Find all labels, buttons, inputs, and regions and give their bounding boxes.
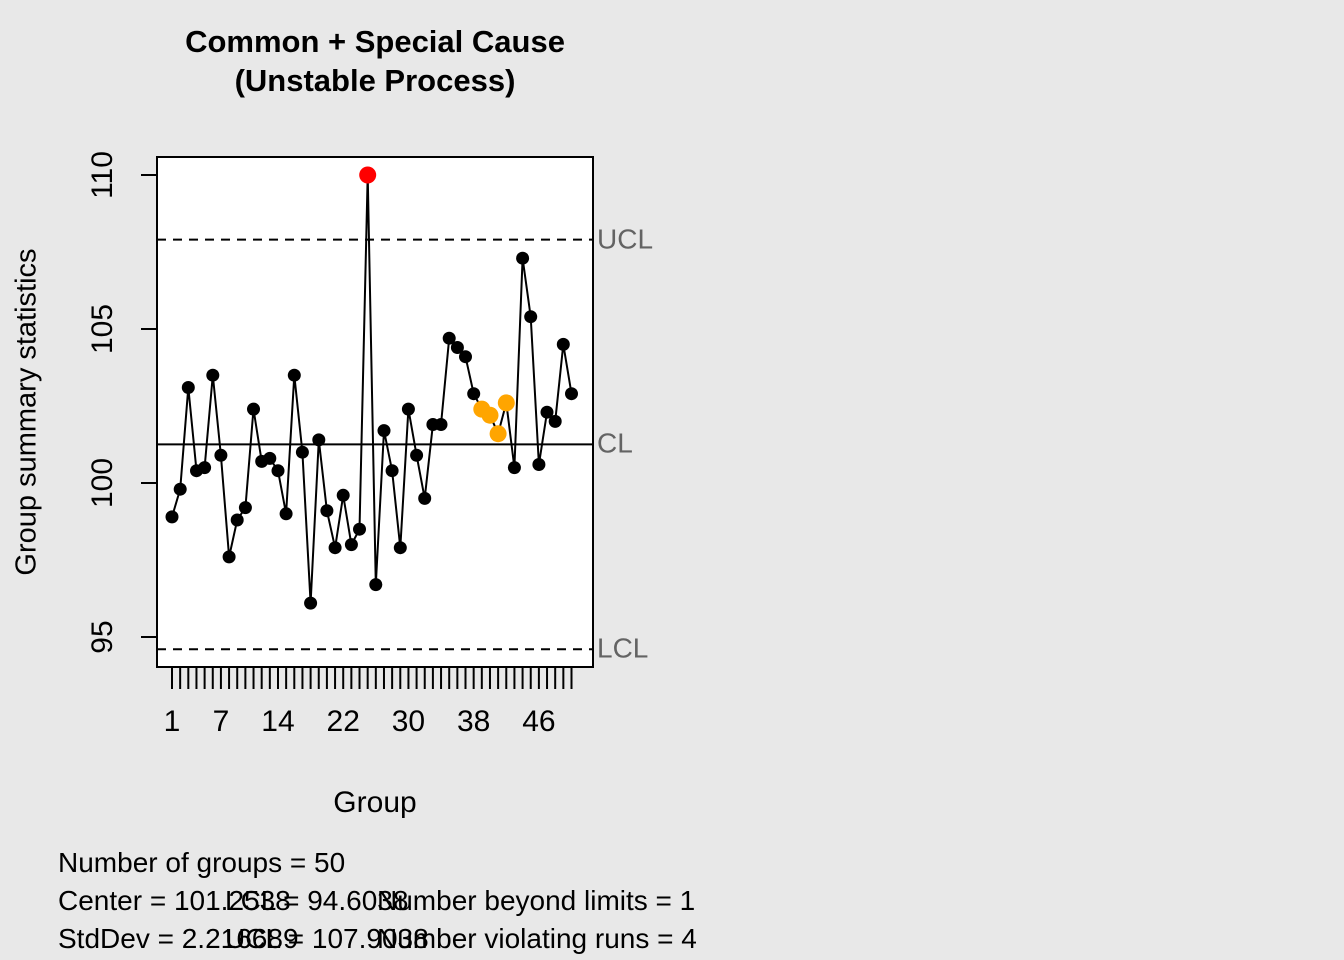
data-point: [507, 461, 521, 475]
data-point-violating-run: [497, 394, 515, 412]
data-point: [353, 522, 366, 536]
y-tick-label: 95: [86, 620, 119, 654]
stat-lcl: LCL = 94.6038: [225, 885, 409, 916]
data-point: [401, 402, 415, 416]
x-tick-label: 38: [456, 705, 491, 738]
data-point: [222, 550, 236, 564]
data-point: [198, 461, 212, 475]
stat-ucl: UCL = 107.9038: [225, 923, 429, 954]
data-point-violating-run: [481, 406, 499, 424]
data-point: [548, 414, 562, 428]
data-point: [173, 482, 187, 496]
data-point-violating-run: [489, 425, 507, 443]
data-point: [206, 368, 220, 382]
data-point: [418, 491, 432, 505]
chart-title-line1: Common + Special Cause: [185, 24, 565, 59]
cl-label: CL: [597, 427, 633, 459]
data-point: [230, 513, 244, 527]
data-point: [247, 402, 260, 416]
y-tick-label: 100: [86, 457, 119, 509]
data-point: [442, 331, 456, 345]
x-tick-label: 30: [391, 705, 426, 738]
data-point: [312, 433, 326, 447]
data-point: [467, 387, 481, 401]
data-point: [565, 387, 578, 401]
data-point: [556, 337, 570, 351]
stat-number-violating-runs: Number violating runs = 4: [377, 923, 697, 954]
data-point: [320, 504, 334, 518]
data-point: [279, 507, 293, 521]
y-tick-label: 110: [86, 151, 119, 199]
data-point: [263, 451, 277, 465]
data-point: [532, 458, 546, 471]
data-point: [385, 464, 399, 478]
x-tick-label: 22: [326, 705, 360, 738]
data-point: [287, 368, 301, 382]
data-point: [524, 310, 538, 324]
data-point: [540, 405, 554, 419]
data-point: [304, 596, 318, 610]
data-point-beyond-limit: [359, 166, 377, 184]
stat-number-of-groups: Number of groups = 50: [58, 847, 346, 878]
x-axis-title: Group: [333, 786, 417, 819]
data-point: [410, 448, 424, 462]
data-point: [459, 350, 472, 364]
ucl-label: UCL: [597, 222, 654, 254]
data-point: [516, 251, 530, 265]
stat-number-beyond-limits: Number beyond limits = 1: [377, 885, 696, 916]
data-point: [377, 424, 391, 438]
data-point: [369, 578, 383, 592]
data-point: [181, 381, 195, 394]
data-point: [271, 464, 285, 478]
data-point: [165, 510, 179, 524]
x-tick-label: 7: [212, 705, 230, 738]
data-point: [328, 541, 342, 555]
chart-title: Common + Special Cause (Unstable Process…: [185, 22, 565, 100]
data-point: [295, 445, 309, 459]
x-tick-label: 14: [261, 705, 295, 738]
data-point: [336, 488, 350, 502]
stat-stddev: StdDev = 2.216689: [58, 923, 299, 954]
x-tick-label: 46: [522, 705, 556, 738]
data-point: [393, 541, 407, 555]
stat-center: Center = 101.2538: [58, 885, 291, 916]
lcl-label: LCL: [597, 632, 649, 664]
x-tick-label: 1: [163, 705, 181, 738]
chart-title-line2: (Unstable Process): [234, 63, 516, 98]
data-point: [344, 538, 358, 552]
y-tick-label: 105: [86, 303, 119, 355]
data-point: [434, 418, 448, 431]
data-point: [450, 341, 464, 354]
data-point: [238, 501, 252, 515]
data-point: [214, 448, 228, 462]
